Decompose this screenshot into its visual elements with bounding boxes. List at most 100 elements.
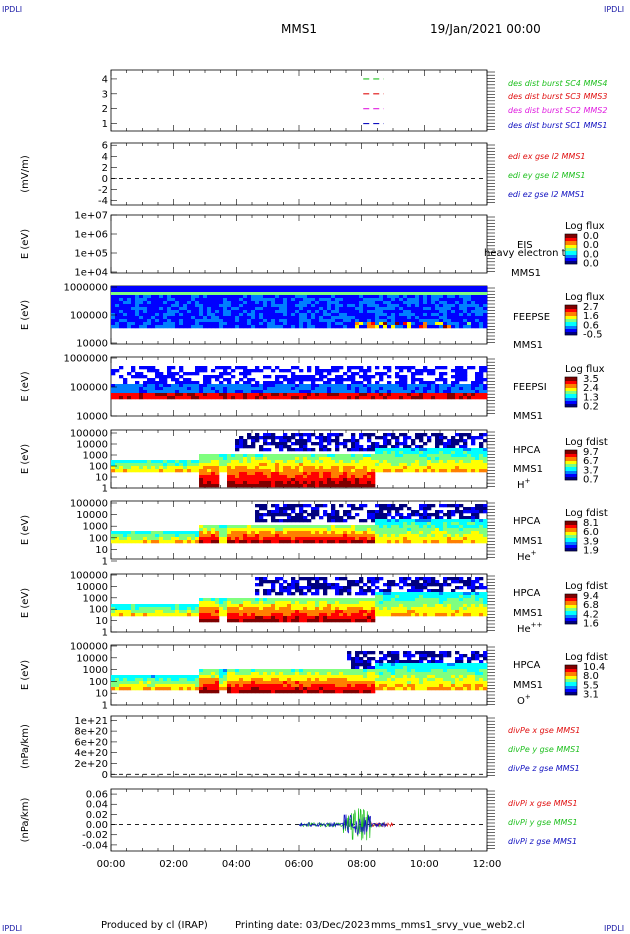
spectrogram-cell (399, 457, 404, 461)
spectrogram-cell (343, 510, 348, 514)
spectrogram-cell (207, 528, 212, 532)
spectrogram-cell (207, 534, 212, 538)
spectrogram-cell (187, 460, 192, 464)
spectrogram-cell (167, 607, 172, 611)
spectrogram-cell (267, 616, 272, 620)
spectrogram-cell (443, 295, 448, 299)
spectrogram-cell (259, 304, 264, 308)
spectrogram-cell (279, 519, 284, 523)
spectrogram-cell (347, 316, 352, 320)
spectrogram-cell (263, 384, 268, 388)
spectrogram-cell (223, 286, 228, 290)
spectrogram-cell (279, 454, 284, 458)
spectrogram-cell (303, 481, 308, 485)
spectrogram-cell (415, 466, 420, 470)
spectrogram-cell (255, 325, 260, 329)
spectrogram-cell (155, 301, 160, 305)
spectrogram-cell (247, 478, 252, 482)
corner-label-top-left: IPDLI (2, 5, 23, 14)
spectrogram-cell (467, 295, 472, 299)
spectrogram-cell (127, 286, 132, 290)
spectrogram-cell (479, 510, 484, 514)
colorbar-swatch (565, 469, 577, 471)
spectrogram-cell (287, 478, 292, 482)
spectrogram-cell (175, 325, 180, 329)
spectrogram-cell (163, 604, 168, 608)
spectrogram-cell (271, 472, 276, 476)
spectrogram-cell (283, 390, 288, 394)
spectrogram-cell (471, 316, 476, 320)
spectrogram-cell (411, 375, 416, 379)
spectrogram-cell (387, 513, 392, 517)
spectrogram-cell (187, 292, 192, 296)
spectrogram-cell (207, 601, 212, 605)
spectrogram-cell (259, 463, 264, 467)
spectrogram-cell (367, 322, 372, 326)
spectrogram-cell (171, 604, 176, 608)
spectrogram-cell (187, 313, 192, 317)
spectrogram-cell (447, 522, 452, 526)
colorbar-swatch (565, 311, 577, 313)
spectrogram-cell (215, 466, 220, 470)
spectrogram-cell (291, 460, 296, 464)
spectrogram-cell (471, 289, 476, 293)
spectrogram-cell (359, 448, 364, 452)
spectrogram-cell (295, 442, 300, 446)
spectrogram-cell (407, 516, 412, 520)
spectrogram-cell (151, 310, 156, 314)
spacecraft-label: MMS1 (513, 536, 543, 547)
spectrogram-cell (331, 513, 336, 517)
spectrogram-cell (303, 378, 308, 382)
spectrogram-cell (119, 313, 124, 317)
spectrogram-cell (455, 286, 460, 290)
spectrogram-cell (383, 319, 388, 323)
spectrogram-cell (191, 286, 196, 290)
spectrogram-cell (299, 525, 304, 529)
spectrogram-cell (367, 319, 372, 323)
spectrogram-cell (207, 472, 212, 476)
spectrogram-cell (375, 531, 380, 535)
spectrogram-cell (467, 510, 472, 514)
spectrogram-cell (271, 381, 276, 385)
spectrogram-cell (239, 484, 244, 488)
spectrogram-cell (315, 369, 320, 373)
spectrogram-cell (455, 387, 460, 391)
spectrogram-cell (291, 375, 296, 379)
spectrogram-cell (315, 510, 320, 514)
spectrogram-cell (411, 442, 416, 446)
spectrogram-cell (263, 484, 268, 488)
spectrogram-cell (399, 325, 404, 329)
spectrogram-cell (379, 466, 384, 470)
spectrogram-cell (435, 463, 440, 467)
spectrogram-cell (271, 534, 276, 538)
spectrogram-cell (355, 310, 360, 314)
spectrogram-cell (395, 463, 400, 467)
spectrogram-cell (279, 289, 284, 293)
colorbar-swatch (565, 383, 577, 385)
spectrogram-cell (363, 433, 368, 437)
spectrogram-cell (459, 304, 464, 308)
spectrogram-cell (207, 610, 212, 614)
spectrogram-cell (199, 387, 204, 391)
spectrogram-cell (115, 301, 120, 305)
spectrogram-cell (403, 298, 408, 302)
spectrogram-cell (223, 537, 228, 541)
spectrogram-cell (259, 531, 264, 535)
spectrogram-cell (147, 463, 152, 467)
spectrogram-cell (435, 301, 440, 305)
spectrogram-cell (191, 466, 196, 470)
colorbar-swatch (565, 324, 577, 326)
spectrogram-cell (275, 601, 280, 605)
spectrogram-cell (147, 540, 152, 544)
spectrogram-cell (219, 381, 224, 385)
spectrogram-cell (207, 378, 212, 382)
spectrogram-cell (459, 393, 464, 397)
spectrogram-cell (127, 289, 132, 293)
spectrogram-cell (447, 313, 452, 317)
spectrogram-cell (199, 325, 204, 329)
spectrogram-cell (295, 537, 300, 541)
spectrogram-cell (231, 460, 236, 464)
spectrogram-cell (179, 313, 184, 317)
spectrogram-cell (319, 525, 324, 529)
spectrogram-cell (471, 507, 476, 511)
